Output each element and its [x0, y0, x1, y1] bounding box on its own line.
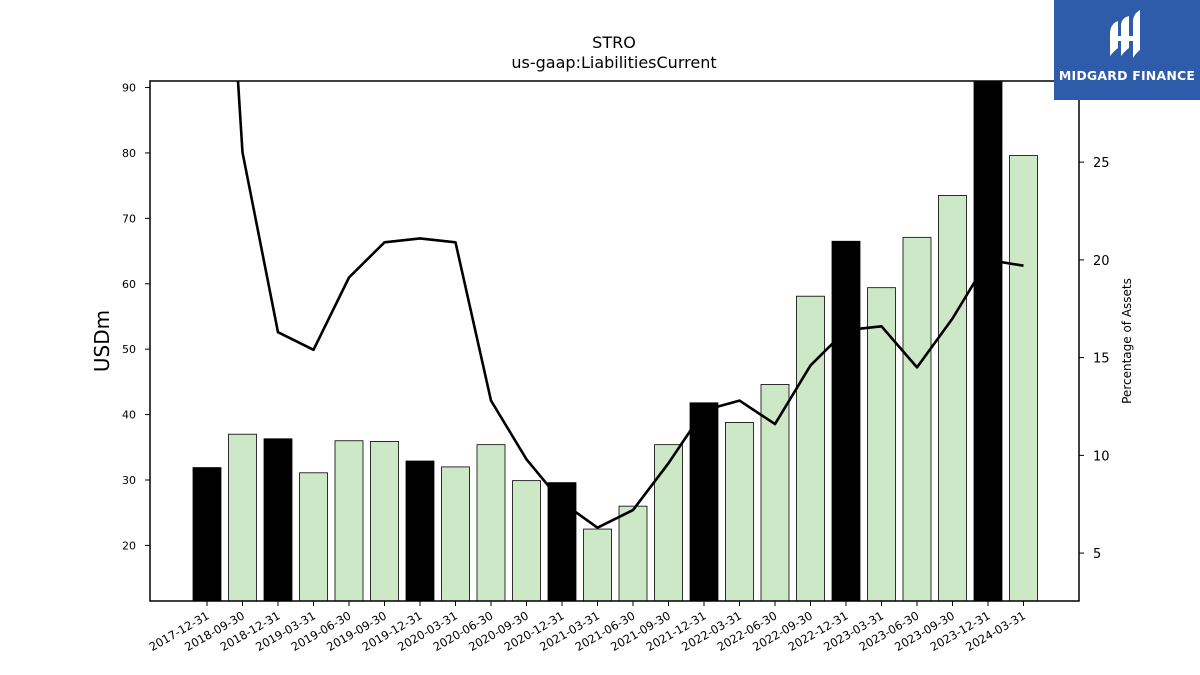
left-axis-ticks: 20 30 40 50 60 70 80 90 [122, 82, 150, 552]
bar [689, 402, 719, 602]
y-tick-label: 50 [122, 343, 136, 356]
y-tick-label: 80 [122, 147, 136, 160]
y-tick-label: 20 [122, 539, 136, 552]
brand-logo: MIDGARD FINANCE [1054, 0, 1200, 100]
y-tick-label: 40 [122, 409, 136, 422]
bar [867, 287, 896, 602]
y2-tick-label: 15 [1093, 352, 1110, 367]
bar [654, 444, 683, 602]
bar [512, 480, 541, 602]
y2-tick-label: 25 [1093, 156, 1110, 171]
bar [476, 444, 506, 602]
y-tick-label: 60 [122, 278, 136, 291]
bar [831, 240, 861, 602]
chart-title: STRO [592, 33, 636, 52]
bar [618, 505, 648, 602]
right-axis-ticks: 5 10 15 20 25 [1079, 156, 1110, 562]
bar [1009, 155, 1038, 602]
bar [441, 466, 470, 602]
bar [938, 195, 967, 602]
bar [299, 472, 328, 602]
bar [405, 460, 435, 602]
y-axis-label: USDm [90, 310, 114, 372]
y2-tick-label: 20 [1093, 254, 1110, 269]
y-tick-label: 30 [122, 474, 136, 487]
bar [796, 295, 825, 602]
bar-group [192, 80, 1038, 602]
bar [192, 467, 222, 602]
bar [583, 528, 612, 602]
bar [370, 441, 399, 602]
y2-axis-label: Percentage of Assets [1120, 278, 1134, 404]
bar [902, 236, 932, 602]
chart-subtitle: us-gaap:LiabilitiesCurrent [511, 53, 716, 72]
y2-tick-label: 10 [1093, 449, 1110, 464]
midgard-logo-icon [1110, 10, 1140, 58]
logo-text: MIDGARD FINANCE [1058, 68, 1196, 83]
x-axis-ticks: 2017-12-312018-09-302018-12-312019-03-31… [147, 601, 1028, 654]
line-group [236, 80, 1024, 529]
bar [760, 384, 790, 602]
y-tick-label: 70 [122, 212, 136, 225]
y-tick-label: 90 [122, 82, 136, 95]
plot-frame [149, 80, 1080, 602]
bar [228, 433, 257, 602]
bar [725, 422, 754, 602]
series-line [236, 80, 1024, 529]
bar [263, 438, 293, 602]
bar [334, 440, 364, 602]
y2-tick-label: 5 [1093, 547, 1101, 562]
bar [973, 80, 1003, 602]
